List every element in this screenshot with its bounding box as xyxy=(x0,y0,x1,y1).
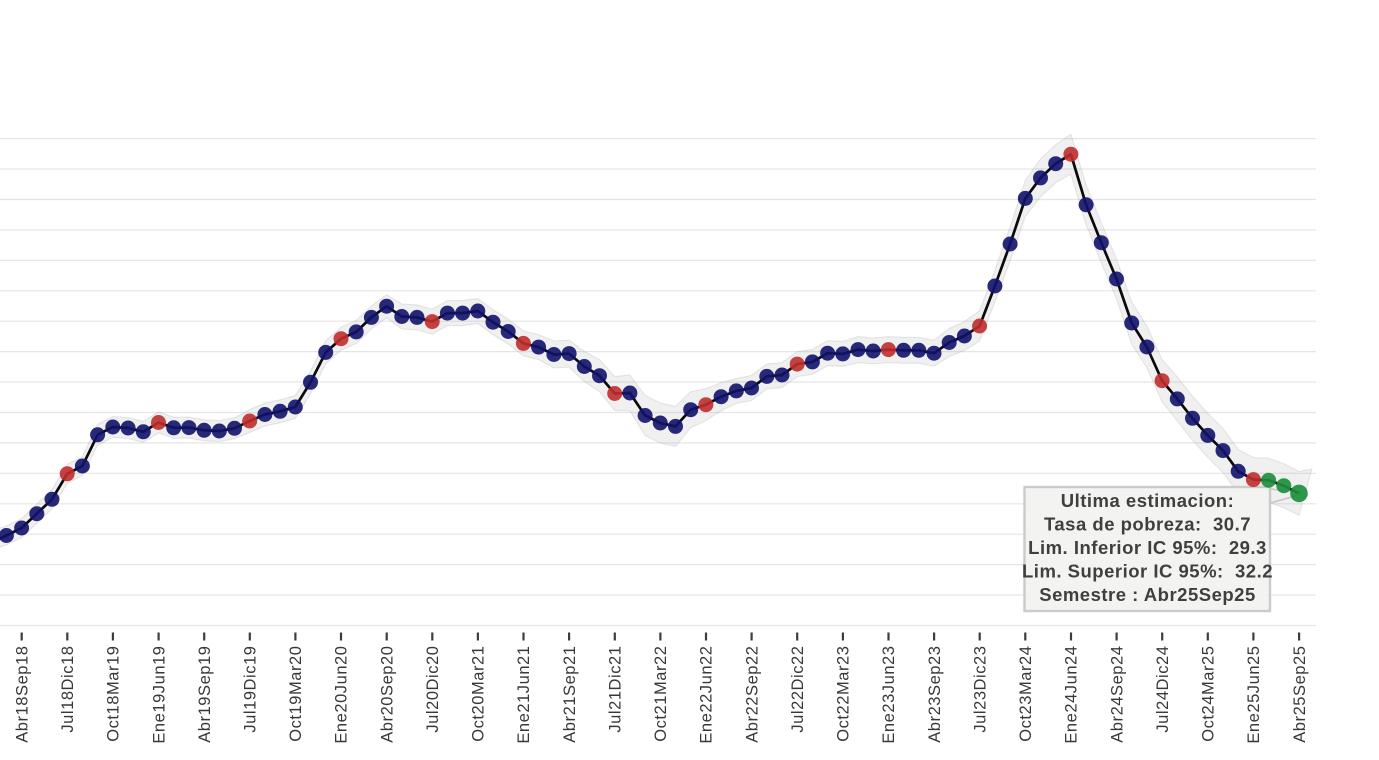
svg-text:Ene19Jun19: Ene19Jun19 xyxy=(150,646,168,744)
svg-text:Tasa de pobreza: 30.7: Tasa de pobreza: 30.7 xyxy=(1044,514,1251,535)
svg-text:Lim. Inferior IC 95%: 29.3: Lim. Inferior IC 95%: 29.3 xyxy=(1028,537,1267,558)
svg-text:Abr20Sep20: Abr20Sep20 xyxy=(378,646,396,743)
svg-text:Abr24Sep24: Abr24Sep24 xyxy=(1108,646,1126,743)
svg-text:Oct19Mar20: Oct19Mar20 xyxy=(287,646,305,742)
svg-text:Oct20Mar21: Oct20Mar21 xyxy=(470,646,488,742)
svg-text:Oct18Mar19: Oct18Mar19 xyxy=(105,646,123,742)
svg-text:Abr18Sep18: Abr18Sep18 xyxy=(13,646,31,743)
svg-text:Jul22Dic22: Jul22Dic22 xyxy=(789,646,807,733)
svg-text:Abr22Sep22: Abr22Sep22 xyxy=(743,646,761,743)
svg-text:Jul19Dic19: Jul19Dic19 xyxy=(242,646,260,733)
svg-text:Lim. Superior IC 95%: 32.2: Lim. Superior IC 95%: 32.2 xyxy=(1022,561,1273,582)
svg-text:Jul18Dic18: Jul18Dic18 xyxy=(59,646,77,733)
svg-text:Ene21Jun21: Ene21Jun21 xyxy=(515,646,533,744)
svg-text:Jul24Dic24: Jul24Dic24 xyxy=(1154,646,1172,733)
svg-text:Abr23Sep23: Abr23Sep23 xyxy=(926,646,944,743)
svg-text:Oct24Mar25: Oct24Mar25 xyxy=(1200,646,1218,742)
svg-text:Abr25Sep25: Abr25Sep25 xyxy=(1291,646,1309,743)
svg-text:Jul23Dic23: Jul23Dic23 xyxy=(971,646,989,733)
svg-text:Ene22Jun22: Ene22Jun22 xyxy=(698,646,716,744)
svg-text:Oct23Mar24: Oct23Mar24 xyxy=(1017,646,1035,742)
svg-text:Ene23Jun23: Ene23Jun23 xyxy=(880,646,898,744)
svg-text:Ene25Jun25: Ene25Jun25 xyxy=(1245,646,1263,744)
svg-text:Jul20Dic20: Jul20Dic20 xyxy=(424,646,442,733)
svg-text:Abr21Sep21: Abr21Sep21 xyxy=(561,646,579,743)
svg-text:Abr19Sep19: Abr19Sep19 xyxy=(196,646,214,743)
svg-text:Oct21Mar22: Oct21Mar22 xyxy=(652,646,670,742)
svg-text:Ene24Jun24: Ene24Jun24 xyxy=(1063,646,1081,744)
svg-text:Ene20Jun20: Ene20Jun20 xyxy=(333,646,351,744)
svg-text:Semestre : Abr25Sep25: Semestre : Abr25Sep25 xyxy=(1039,584,1256,605)
svg-text:Jul21Dic21: Jul21Dic21 xyxy=(607,646,625,733)
svg-text:Ultima estimacion:: Ultima estimacion: xyxy=(1061,490,1235,511)
svg-text:Oct22Mar23: Oct22Mar23 xyxy=(835,646,853,742)
